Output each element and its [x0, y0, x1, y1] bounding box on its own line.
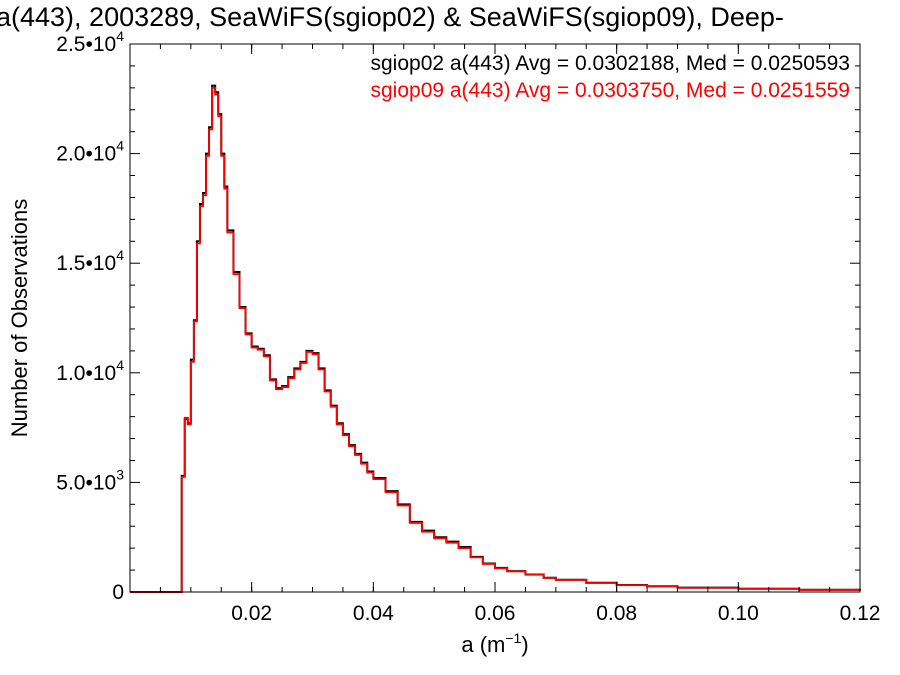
- x-tick-label-3: 0.08: [596, 602, 637, 625]
- y-tick-label-3: 1.5•104: [56, 247, 124, 275]
- y-tick-label-5: 2.5•104: [56, 28, 124, 56]
- series-layer: [130, 84, 861, 593]
- x-tick-label-2: 0.06: [475, 602, 516, 625]
- annotation-0: sgiop02 a(443) Avg = 0.0302188, Med = 0.…: [370, 52, 850, 75]
- y-axis-label: Number of Observations: [7, 199, 32, 437]
- y-tick-label-0: 0: [112, 581, 124, 604]
- x-tick-label-1: 0.04: [353, 602, 394, 625]
- series-0-line: [130, 84, 861, 593]
- axes-layer: 0.02 0.04 0.06 0.08 0.10 0.12 0 5.0•103 1.0•104 1…: [56, 28, 880, 625]
- chart-title: a(443), 2003289, SeaWiFS(sgiop02) & SeaW…: [0, 2, 784, 32]
- y-tick-label-2: 1.0•104: [56, 357, 124, 385]
- plot-frame: [129, 43, 861, 593]
- y-tick-label-1: 5.0•103: [56, 466, 124, 494]
- series-1-line: [130, 86, 861, 593]
- x-tick-label-5: 0.12: [840, 602, 881, 625]
- x-tick-label-0: 0.02: [231, 602, 272, 625]
- y-tick-label-4: 2.0•104: [56, 138, 124, 166]
- annotation-1: sgiop09 a(443) Avg = 0.0303750, Med = 0.…: [370, 79, 850, 102]
- legend-annotations: sgiop02 a(443) Avg = 0.0302188, Med = 0.…: [370, 52, 850, 102]
- x-axis-label: a (m−1): [461, 630, 528, 657]
- x-tick-label-4: 0.10: [718, 602, 759, 625]
